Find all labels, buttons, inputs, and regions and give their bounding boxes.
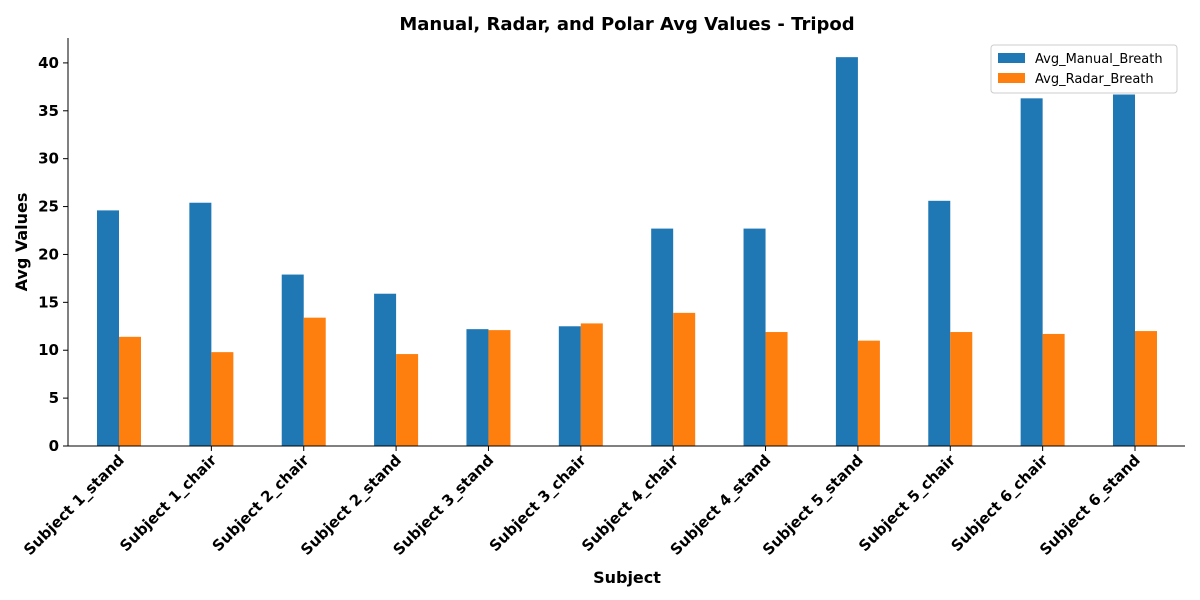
bar-radar — [1042, 333, 1065, 446]
y-tick-label: 30 — [38, 150, 59, 168]
bar-radar — [303, 317, 326, 446]
bar-radar — [857, 340, 880, 446]
x-tick-label: Subject 4_chair — [578, 451, 682, 555]
x-tick-label: Subject 2_stand — [297, 451, 405, 559]
y-tick-label: 20 — [38, 245, 59, 263]
x-tick-label: Subject 5_chair — [855, 451, 959, 555]
x-axis-label: Subject — [593, 568, 661, 587]
bar-radar — [488, 330, 511, 446]
y-tick-label: 25 — [38, 198, 59, 216]
x-tick-label: Subject 2_chair — [209, 451, 313, 555]
bar-radar — [1135, 331, 1157, 446]
y-tick-label: 15 — [38, 293, 59, 311]
bar-manual — [189, 202, 212, 446]
chart-title: Manual, Radar, and Polar Avg Values - Tr… — [399, 14, 854, 35]
bar-manual — [281, 274, 304, 446]
y-tick-label: 5 — [49, 389, 59, 407]
legend-swatch — [998, 73, 1025, 83]
bar-radar — [950, 332, 973, 446]
y-tick-label: 10 — [38, 341, 59, 359]
x-tick-label: Subject 6_chair — [948, 451, 1052, 555]
legend-frame — [990, 44, 1178, 94]
bar-manual — [1020, 98, 1043, 447]
x-tick-label: Subject 1_stand — [20, 451, 128, 559]
y-ticks-group: 0 5 10 15 20 25 30 35 40 — [38, 54, 68, 455]
bar-manual — [651, 228, 674, 446]
bars-group — [97, 57, 1157, 447]
bar-manual — [558, 326, 581, 446]
x-tick-label: Subject 5_stand — [759, 451, 867, 559]
bar-radar — [211, 352, 234, 446]
bar-manual — [1113, 94, 1135, 446]
y-tick-label: 0 — [49, 437, 59, 455]
y-tick-label: 35 — [38, 102, 59, 120]
x-tick-label: Subject 3_chair — [486, 451, 590, 555]
bar-manual — [374, 293, 397, 446]
bar-radar — [119, 336, 141, 446]
bar-manual — [466, 329, 489, 446]
bar-radar — [673, 312, 696, 446]
x-tick-label: Subject 1_chair — [116, 451, 220, 555]
x-tick-label: Subject 6_stand — [1036, 451, 1144, 559]
x-tick-label: Subject 3_stand — [390, 451, 498, 559]
legend-label: Avg_Radar_Breath — [1035, 72, 1154, 87]
axes-group — [67, 38, 1185, 447]
y-tick-label: 40 — [38, 54, 59, 72]
y-axis-label: Avg Values — [12, 193, 31, 292]
bar-radar — [396, 354, 419, 446]
bar-manual — [97, 210, 119, 446]
legend: Avg_Manual_Breath Avg_Radar_Breath — [990, 44, 1178, 94]
bar-manual — [928, 200, 951, 446]
x-tick-label: Subject 4_stand — [667, 451, 775, 559]
legend-swatch — [998, 53, 1025, 63]
bar-radar — [765, 332, 788, 446]
bar-manual — [743, 228, 766, 446]
bar-radar — [580, 323, 603, 446]
bar-manual — [835, 57, 858, 446]
legend-label: Avg_Manual_Breath — [1035, 52, 1163, 67]
